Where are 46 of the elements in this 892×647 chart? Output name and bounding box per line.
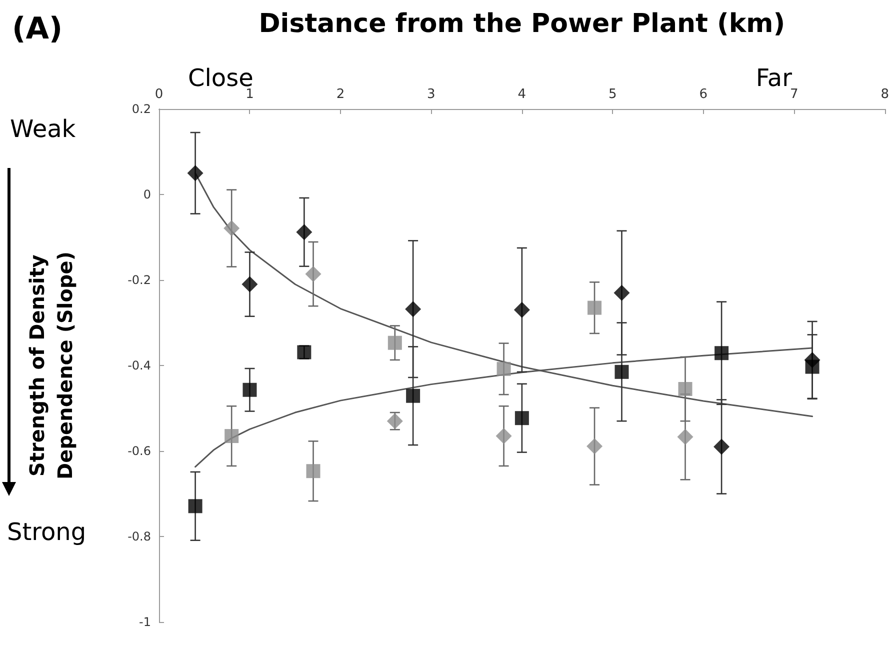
x-tick-label: 2 <box>336 87 345 102</box>
y-tick-label: -0.6 <box>128 444 151 458</box>
y-axis-title: Strength of Density Dependence (Slope) <box>25 252 77 480</box>
point <box>586 438 603 454</box>
point <box>614 284 630 301</box>
point <box>305 266 322 282</box>
x-tick-label: 0 <box>154 87 164 102</box>
x-tick-label: 4 <box>518 87 526 102</box>
point <box>188 499 202 514</box>
point <box>406 388 420 403</box>
point <box>588 300 602 315</box>
y-tick-label: 0.2 <box>132 102 151 116</box>
point <box>614 364 629 379</box>
y-tick-label: -0.4 <box>128 358 151 372</box>
y-tick-label: 0 <box>143 188 151 202</box>
point <box>405 301 422 318</box>
point <box>388 336 402 350</box>
text: (A) <box>12 12 63 46</box>
point <box>296 224 312 240</box>
x-axis-title: Distance from the Power Plant (km) <box>258 9 786 39</box>
point <box>242 276 258 292</box>
text: Strong <box>7 518 86 546</box>
point <box>242 382 257 397</box>
y-tick-label: -0.8 <box>128 530 151 544</box>
x-tick-label: 5 <box>608 87 617 102</box>
point <box>224 429 239 444</box>
point <box>496 428 512 444</box>
text: Far <box>756 64 792 92</box>
point <box>677 428 694 445</box>
point <box>714 346 729 360</box>
point <box>187 165 204 182</box>
point <box>514 411 529 426</box>
y-tick-label: -1 <box>139 615 151 629</box>
y-tick-label: -0.2 <box>128 273 151 287</box>
text: Weak <box>10 115 76 143</box>
point <box>714 438 730 455</box>
point <box>224 220 240 236</box>
point <box>678 382 692 396</box>
x-tick-label: 8 <box>880 87 890 102</box>
x-tick-label: 7 <box>790 87 798 102</box>
point <box>306 464 320 478</box>
point <box>805 360 820 374</box>
point <box>514 302 530 318</box>
x-tick-label: 3 <box>427 87 436 102</box>
x-tick-label: 6 <box>699 87 708 102</box>
point <box>496 362 511 376</box>
